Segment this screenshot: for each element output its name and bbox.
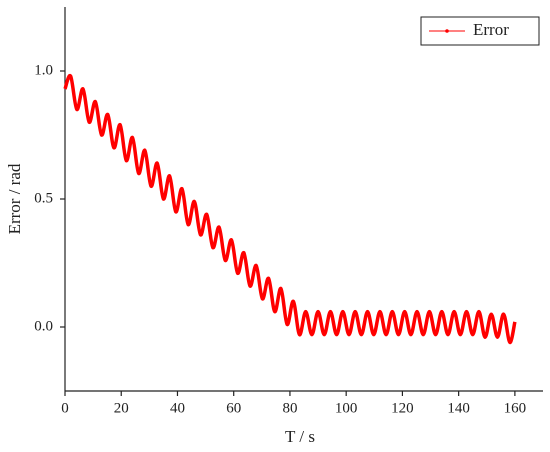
x-tick-label: 100	[335, 400, 358, 416]
y-tick-label: 0.0	[34, 318, 53, 334]
x-tick-label: 20	[114, 400, 129, 416]
x-tick-label: 80	[282, 400, 297, 416]
x-tick-label: 140	[447, 400, 470, 416]
x-tick-label: 60	[226, 400, 241, 416]
legend-marker	[445, 29, 449, 33]
x-tick-label: 40	[170, 400, 185, 416]
y-axis-label: Error / rad	[5, 163, 24, 234]
y-tick-label: 0.5	[34, 190, 53, 206]
x-tick-label: 120	[391, 400, 414, 416]
x-tick-label: 0	[61, 400, 69, 416]
legend-label: Error	[473, 20, 509, 39]
x-axis-label: T / s	[285, 427, 315, 446]
y-tick-label: 1.0	[34, 62, 53, 78]
data-line	[63, 73, 517, 345]
x-tick-label: 160	[504, 400, 527, 416]
